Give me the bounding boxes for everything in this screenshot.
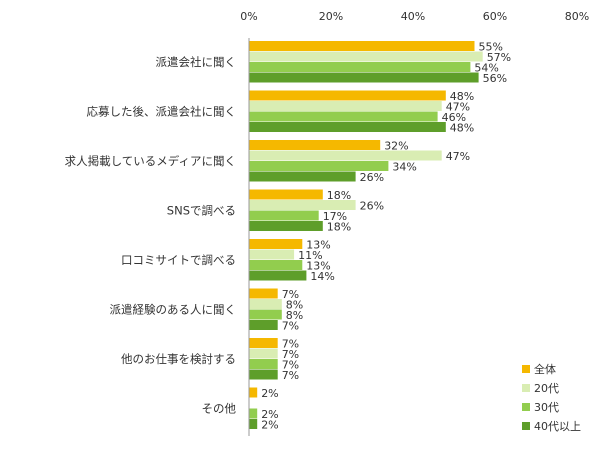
bar xyxy=(249,90,446,101)
legend-swatch xyxy=(522,384,530,392)
bar xyxy=(249,41,475,51)
data-label: 8% xyxy=(286,309,303,322)
bar xyxy=(249,338,278,348)
x-axis-ticks: 0% 20% 40% 60% 80% xyxy=(240,10,589,23)
data-label: 57% xyxy=(487,51,511,64)
bar xyxy=(249,210,319,221)
category-label: その他 xyxy=(202,402,237,416)
legend-label: 全体 xyxy=(534,362,556,376)
bar xyxy=(249,189,323,200)
legend-label: 40代以上 xyxy=(534,420,581,433)
bar xyxy=(249,359,278,369)
data-label: 54% xyxy=(474,61,498,74)
x-tick-label: 80% xyxy=(565,10,589,23)
bar xyxy=(249,387,258,398)
bar xyxy=(249,171,356,182)
data-label: 18% xyxy=(327,189,351,202)
x-tick-label: 40% xyxy=(401,10,425,23)
data-label: 14% xyxy=(310,270,334,283)
bars xyxy=(249,41,483,429)
x-tick-label: 20% xyxy=(319,10,343,23)
bar xyxy=(249,299,282,309)
bar xyxy=(249,51,483,62)
bar xyxy=(249,161,389,171)
bar xyxy=(249,101,442,111)
data-label: 48% xyxy=(450,121,474,134)
data-label: 13% xyxy=(306,238,330,251)
bar xyxy=(249,249,295,260)
data-label: 56% xyxy=(483,72,507,85)
category-label: 派遣会社に聞く xyxy=(156,55,237,69)
legend-swatch xyxy=(522,365,530,373)
bar xyxy=(249,72,479,83)
data-label: 7% xyxy=(282,348,299,361)
bar xyxy=(249,150,442,161)
bar xyxy=(249,408,258,419)
bar xyxy=(249,288,278,299)
bar xyxy=(249,419,258,429)
category-label: SNSで調べる xyxy=(167,204,236,218)
x-tick-label: 0% xyxy=(240,10,257,23)
legend-label: 30代 xyxy=(534,401,559,414)
bar xyxy=(249,369,278,380)
data-label: 8% xyxy=(286,298,303,311)
data-label: 18% xyxy=(327,220,351,233)
category-label: 応募した後、派遣会社に聞く xyxy=(87,105,237,119)
bar xyxy=(249,62,471,72)
data-label: 7% xyxy=(282,358,299,371)
bar xyxy=(249,309,282,320)
data-label: 2% xyxy=(261,418,278,431)
data-label: 47% xyxy=(446,150,470,163)
bar xyxy=(249,122,446,132)
bar xyxy=(249,239,303,249)
data-label: 2% xyxy=(261,408,278,421)
bar xyxy=(249,348,278,359)
data-label: 7% xyxy=(282,369,299,382)
category-label: 口コミサイトで調べる xyxy=(121,253,236,267)
bar xyxy=(249,270,307,281)
data-label: 7% xyxy=(282,337,299,350)
data-label: 48% xyxy=(450,90,474,103)
bar xyxy=(249,200,356,210)
bar xyxy=(249,320,278,330)
value-labels: 55%57%54%56%48%47%46%48%32%47%34%26%18%2… xyxy=(261,40,511,431)
data-label: 47% xyxy=(446,100,470,113)
data-label: 26% xyxy=(360,171,384,184)
legend-label: 20代 xyxy=(534,382,559,395)
data-label: 7% xyxy=(282,319,299,332)
data-label: 7% xyxy=(282,288,299,301)
category-label: 派遣経験のある人に聞く xyxy=(110,303,237,317)
data-label: 17% xyxy=(323,210,347,223)
x-tick-label: 60% xyxy=(483,10,507,23)
data-label: 34% xyxy=(392,160,416,173)
data-label: 55% xyxy=(479,40,503,53)
legend-swatch xyxy=(522,422,530,430)
bar xyxy=(249,111,438,122)
category-label: 他のお仕事を検討する xyxy=(121,352,236,366)
legend-swatch xyxy=(522,403,530,411)
category-label: 求人掲載しているメディアに聞く xyxy=(65,154,236,168)
legend: 全体 20代 30代 40代以上 xyxy=(522,362,581,433)
data-label: 13% xyxy=(306,259,330,272)
data-label: 46% xyxy=(442,111,466,124)
bar xyxy=(249,260,303,270)
bar xyxy=(249,221,323,231)
data-label: 32% xyxy=(384,139,408,152)
data-label: 2% xyxy=(261,387,278,400)
bar xyxy=(249,140,381,150)
data-label: 11% xyxy=(298,249,322,262)
data-label: 26% xyxy=(360,199,384,212)
